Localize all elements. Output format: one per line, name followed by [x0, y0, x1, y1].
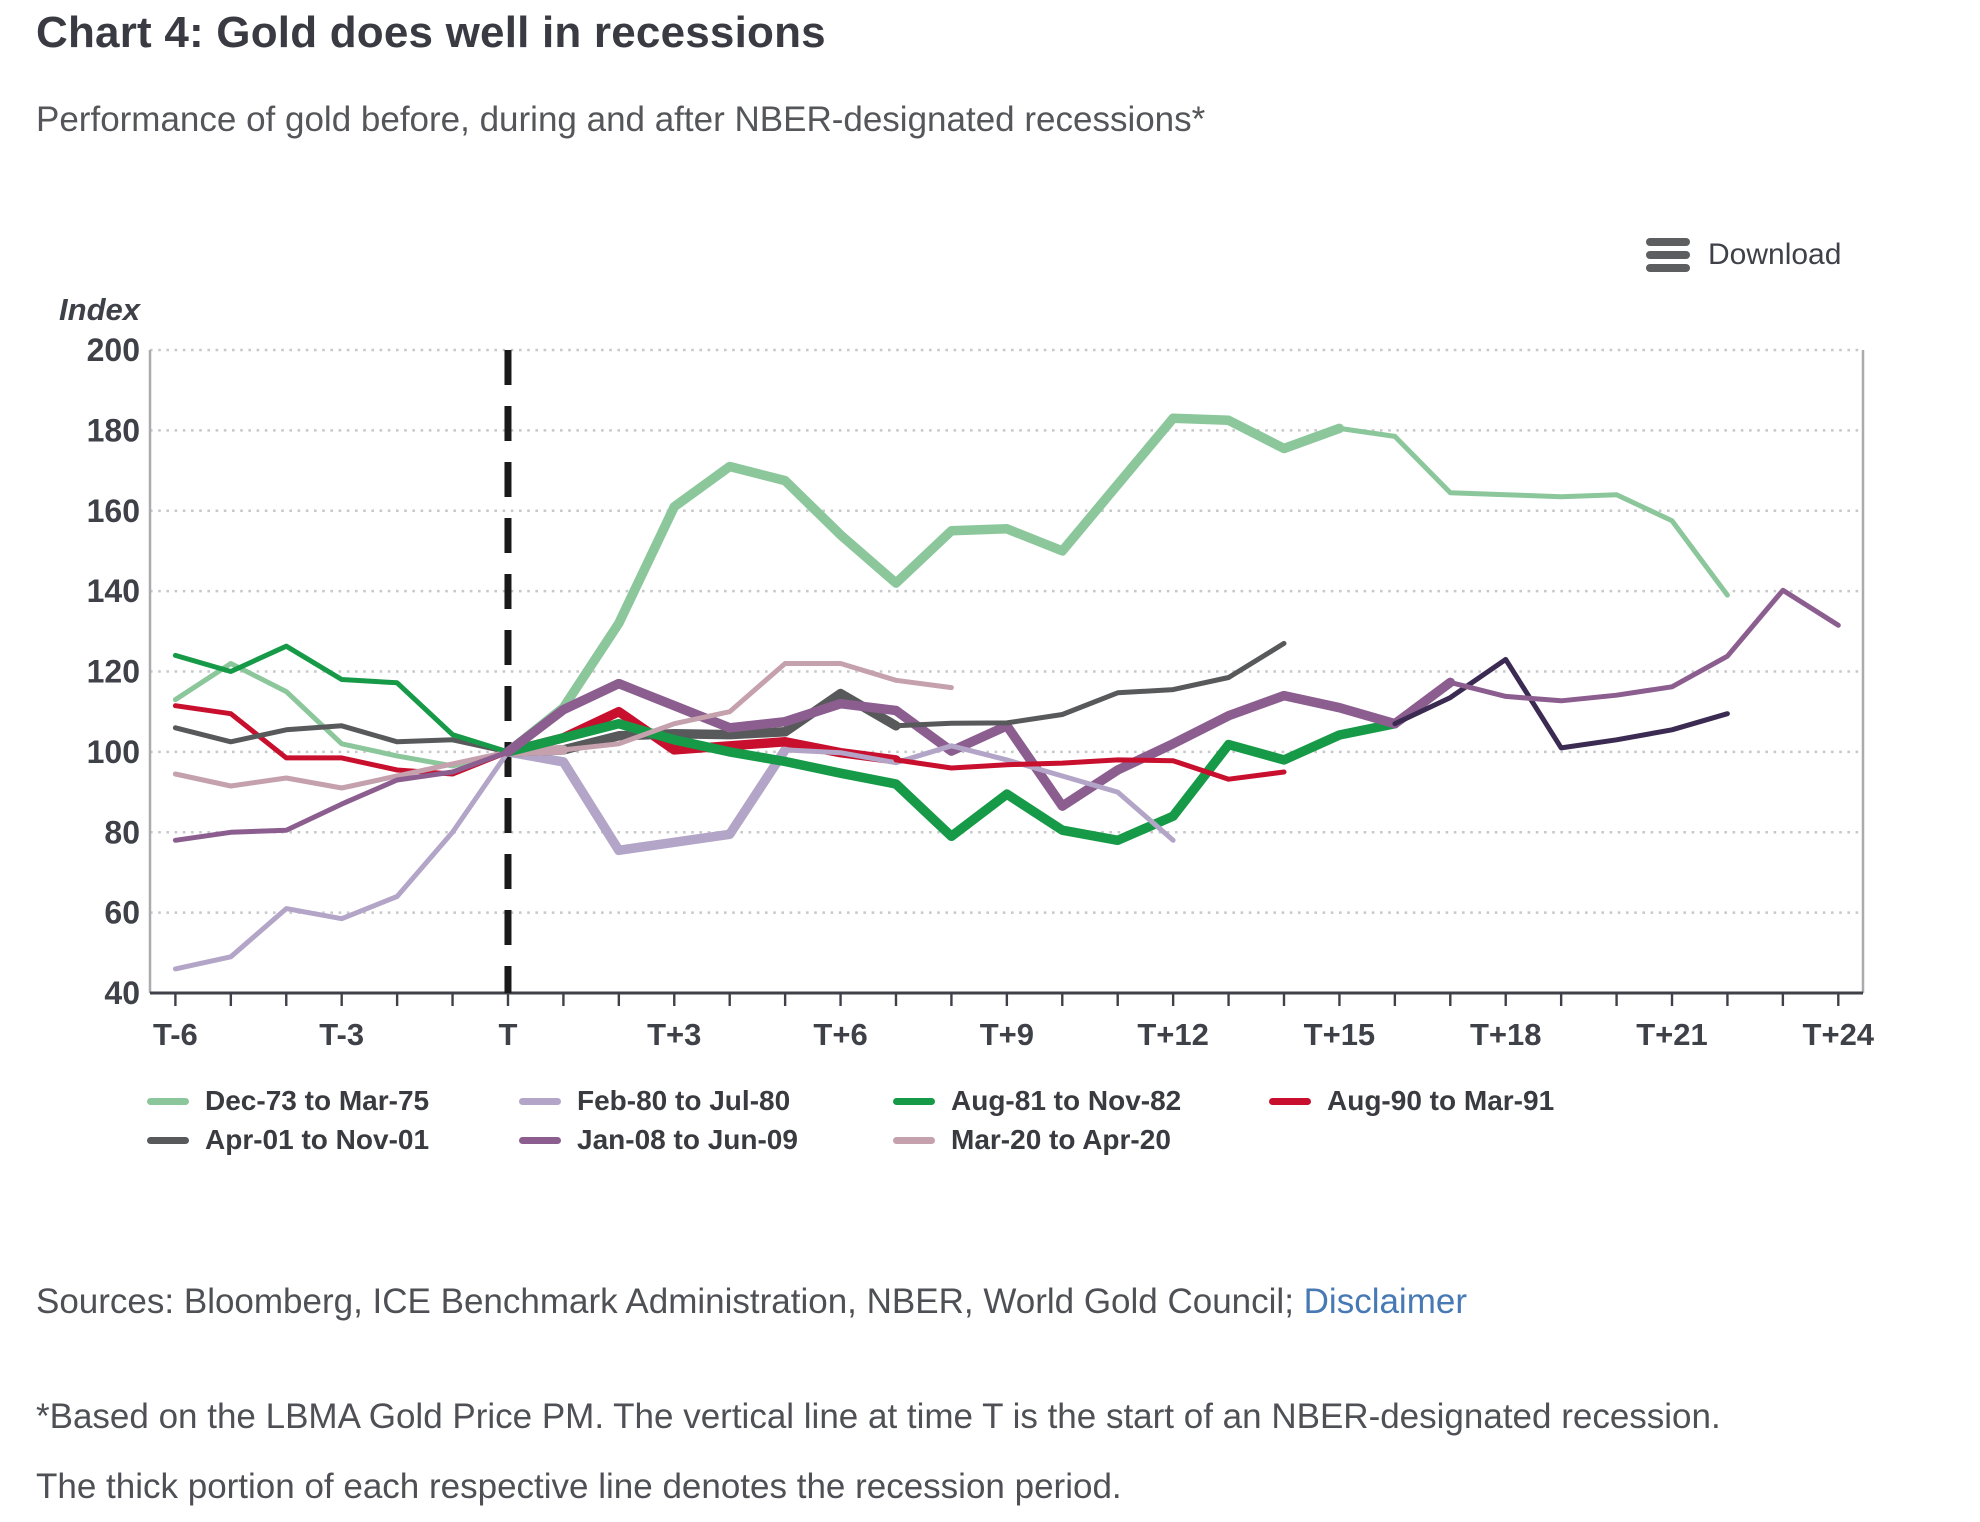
x-tick-label: T+18 [1470, 1017, 1542, 1052]
x-tick-label: T-3 [319, 1017, 364, 1052]
series-pre-5 [172, 749, 511, 843]
y-tick-label: 200 [87, 332, 140, 368]
legend-item: Aug-90 to Mar-91 [1269, 1084, 1554, 1118]
legend-swatch-icon [147, 1097, 189, 1105]
sources-line: Sources: Bloomberg, ICE Benchmark Admini… [36, 1282, 1467, 1322]
legend-swatch-icon [519, 1136, 561, 1144]
y-tick-label: 160 [87, 493, 140, 529]
chart-legend: Dec-73 to Mar-75 Feb-80 to Jul-80 Aug-81 t… [147, 1084, 1554, 1157]
y-tick-label: 180 [87, 412, 140, 448]
x-tick-label: T+15 [1304, 1017, 1376, 1052]
series-post-0 [1336, 425, 1730, 598]
legend-item: Apr-01 to Nov-01 [147, 1123, 519, 1157]
series-post-5 [1447, 587, 1841, 704]
legend-item: Feb-80 to Jul-80 [519, 1084, 893, 1118]
sources-text: Sources: Bloomberg, ICE Benchmark Admini… [36, 1282, 1304, 1321]
series-recession-0 [503, 413, 1345, 757]
legend-item: Mar-20 to Apr-20 [893, 1123, 1269, 1157]
x-tick-label: T+21 [1636, 1017, 1708, 1052]
chart-subtitle: Performance of gold before, during and a… [36, 100, 1206, 139]
line-chart-plot: 40 60 80 100 120 140 160 180 200 Index T-6 T-3 T T+3 T… [59, 292, 1875, 1052]
x-tick-label: T+24 [1803, 1017, 1875, 1052]
legend-swatch-icon [519, 1097, 561, 1105]
series-recession-1 [503, 745, 790, 856]
series-post-2 [1392, 656, 1730, 751]
y-tick-label: 100 [87, 734, 140, 770]
legend-swatch-icon [147, 1136, 189, 1144]
x-tick-label: T+9 [980, 1017, 1034, 1052]
series-post-3 [893, 757, 1287, 782]
page-title: Chart 4: Gold does well in recessions [36, 8, 826, 57]
legend-swatch-icon [893, 1136, 935, 1144]
series-post-6 [560, 661, 954, 753]
legend-label: Apr-01 to Nov-01 [205, 1124, 430, 1155]
legend-label: Aug-90 to Mar-91 [1327, 1085, 1555, 1116]
legend-item: Jan-08 to Jun-09 [519, 1123, 893, 1157]
series-recession-2 [503, 718, 1400, 846]
x-tick-label: T [499, 1017, 518, 1052]
series-pre-4 [172, 723, 511, 755]
x-tick-label: T+3 [647, 1017, 701, 1052]
legend-item: Aug-81 to Nov-82 [893, 1084, 1269, 1118]
x-tick-label: T-6 [153, 1017, 198, 1052]
legend-label: Feb-80 to Jul-80 [577, 1085, 791, 1116]
series-recession-5 [503, 677, 1456, 811]
y-axis-title: Index [59, 292, 142, 327]
x-tick-label: T+12 [1137, 1017, 1209, 1052]
download-label: Download [1708, 238, 1842, 271]
legend-item: Dec-73 to Mar-75 [147, 1084, 519, 1118]
legend-swatch-icon [893, 1097, 935, 1105]
series-post-4 [893, 640, 1287, 729]
series-pre-1 [172, 749, 511, 972]
hamburger-menu-icon [1646, 238, 1690, 272]
y-tick-label: 80 [104, 814, 140, 850]
legend-label: Jan-08 to Jun-09 [577, 1124, 798, 1155]
series-pre-6 [172, 749, 511, 791]
legend-swatch-icon [1269, 1097, 1311, 1105]
legend-label: Dec-73 to Mar-75 [205, 1085, 430, 1116]
y-tick-label: 40 [104, 975, 140, 1011]
y-tick-label: 140 [87, 573, 140, 609]
disclaimer-link[interactable]: Disclaimer [1303, 1282, 1467, 1321]
y-tick-label: 120 [87, 654, 140, 690]
legend-label: Aug-81 to Nov-82 [951, 1085, 1182, 1116]
download-button[interactable]: Download [1640, 232, 1847, 278]
series-post-1 [782, 743, 1176, 843]
y-tick-label: 60 [104, 895, 140, 931]
series-pre-2 [172, 643, 511, 755]
x-tick-label: T+6 [813, 1017, 867, 1052]
legend-label: Mar-20 to Apr-20 [951, 1124, 1171, 1155]
chart-footnote: *Based on the LBMA Gold Price PM. The ve… [36, 1397, 1721, 1506]
